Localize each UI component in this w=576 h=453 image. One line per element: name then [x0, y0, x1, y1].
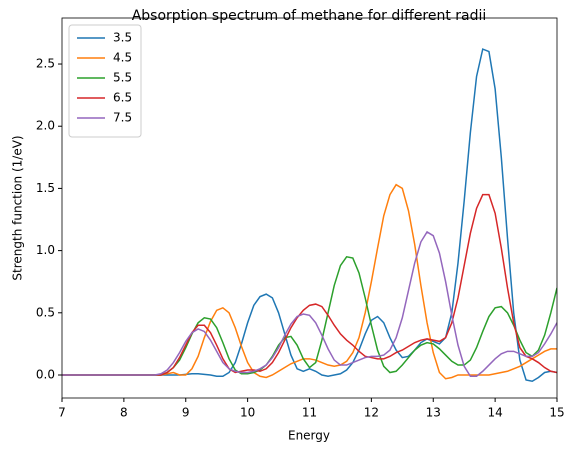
legend-label: 4.5 — [113, 51, 132, 65]
y-tick-label: 0.0 — [36, 367, 55, 381]
x-tick-label: 7 — [58, 406, 66, 420]
y-tick-label: 2.5 — [36, 57, 55, 71]
y-axis-label: Strength function (1/eV) — [11, 135, 25, 280]
series-line — [62, 183, 557, 380]
x-tick-label: 13 — [426, 406, 441, 420]
x-tick-label: 8 — [120, 406, 128, 420]
x-tick-label: 9 — [182, 406, 190, 420]
legend-box — [68, 24, 142, 138]
x-tick-label: 14 — [487, 406, 502, 420]
legend-label: 7.5 — [113, 111, 132, 125]
legend-label: 6.5 — [113, 91, 132, 105]
chart-title: Absorption spectrum of methane for diffe… — [132, 8, 487, 24]
x-tick-label: 10 — [240, 406, 255, 420]
x-tick-label: 15 — [549, 406, 564, 420]
plot-frame — [61, 17, 558, 399]
y-tick-label: 0.5 — [36, 305, 55, 319]
x-tick-label: 11 — [302, 406, 317, 420]
y-tick-label: 2.0 — [36, 119, 55, 133]
y-tick-label: 1.5 — [36, 181, 55, 195]
series-line — [62, 230, 557, 377]
legend-label: 3.5 — [113, 31, 132, 45]
series-line — [62, 193, 557, 376]
legend-label: 5.5 — [113, 71, 132, 85]
x-axis-label: Energy — [288, 429, 330, 443]
x-tick-label: 12 — [364, 406, 379, 420]
y-tick-label: 1.0 — [36, 243, 55, 257]
